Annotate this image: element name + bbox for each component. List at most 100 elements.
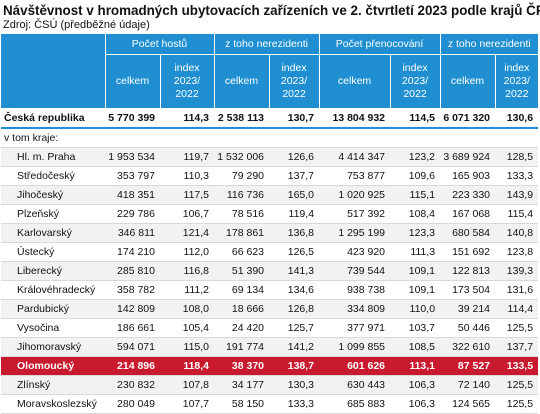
- value-cell: 126,5: [269, 242, 320, 262]
- table-row: Královéhradecký 358 782 111,2 69 134 134,6 93…: [1, 280, 539, 300]
- value-cell: 125,7: [269, 318, 320, 338]
- value-cell: 108,0: [160, 299, 215, 319]
- highlighted-region-row: Olomoucký 214 896 118,4 38 370 138,7 601 626 1…: [1, 356, 539, 376]
- value-cell: 230 832: [105, 375, 160, 395]
- value-cell: 126,6: [269, 147, 320, 167]
- empty-cell: [495, 128, 539, 148]
- value-cell: 377 971: [319, 318, 391, 338]
- row-label: Zlínský: [1, 375, 105, 395]
- value-cell: 126,8: [269, 299, 320, 319]
- value-cell: 2 538 113: [214, 107, 270, 129]
- empty-cell: [105, 128, 160, 148]
- sub-header-row: celkem index 2023/2022 celkem index 2023/2022…: [1, 54, 539, 108]
- value-cell: 134,6: [269, 280, 320, 300]
- value-cell: 358 782: [105, 280, 160, 300]
- value-cell: 1 020 925: [319, 185, 391, 205]
- value-cell: 119,4: [269, 204, 320, 224]
- value-cell: 630 443: [319, 375, 391, 395]
- value-cell: 151 692: [440, 242, 496, 262]
- value-cell: 123,8: [495, 242, 539, 262]
- value-cell: 167 068: [440, 204, 496, 224]
- value-cell: 753 877: [319, 166, 391, 186]
- value-cell: 5 770 399: [105, 107, 160, 129]
- value-cell: 39 214: [440, 299, 496, 319]
- value-cell: 128,5: [495, 147, 539, 167]
- subheader-total: celkem: [439, 54, 496, 108]
- group-header: Počet hostů: [104, 34, 215, 55]
- value-cell: 115,4: [495, 204, 539, 224]
- row-label: Jihomoravský: [1, 337, 105, 357]
- value-cell: 601 626: [319, 356, 391, 376]
- value-cell: 79 290: [214, 166, 270, 186]
- value-cell: 109,6: [390, 166, 441, 186]
- value-cell: 346 811: [105, 223, 160, 243]
- row-label: Vysočina: [1, 318, 105, 338]
- subheader-index: index 2023/2022: [494, 54, 539, 108]
- value-cell: 165,0: [269, 185, 320, 205]
- value-cell: 123,3: [390, 223, 441, 243]
- value-cell: 130,6: [495, 107, 539, 129]
- value-cell: 418 351: [105, 185, 160, 205]
- value-cell: 118,4: [160, 356, 215, 376]
- value-cell: 594 071: [105, 337, 160, 357]
- value-cell: 141,3: [269, 261, 320, 281]
- row-label: Jihočeský: [1, 185, 105, 205]
- value-cell: 685 883: [319, 394, 391, 414]
- table-row: Jihočeský 418 351 117,5 116 736 165,0 1 020 9…: [1, 185, 539, 205]
- subheader-total: celkem: [104, 54, 160, 108]
- row-label: Ústecký: [1, 242, 105, 262]
- subheader-total: celkem: [213, 54, 270, 108]
- value-cell: 143,9: [495, 185, 539, 205]
- group-header: z toho nerezidenti: [439, 34, 539, 55]
- value-cell: 107,8: [160, 375, 215, 395]
- value-cell: 517 392: [319, 204, 391, 224]
- value-cell: 285 810: [105, 261, 160, 281]
- value-cell: 72 140: [440, 375, 496, 395]
- table-row: Pardubický 142 809 108,0 18 666 126,8 334 809…: [1, 299, 539, 319]
- row-label: Česká republika: [1, 107, 105, 129]
- total-row: Česká republika 5 770 399 114,3 2 538 113 13…: [1, 107, 539, 129]
- value-cell: 191 774: [214, 337, 270, 357]
- row-label: Liberecký: [1, 261, 105, 281]
- empty-cell: [319, 128, 391, 148]
- table-row: Liberecký 285 810 116,8 51 390 141,3 739 544 1…: [1, 261, 539, 281]
- value-cell: 4 414 347: [319, 147, 391, 167]
- subheader-index: index 2023/2022: [159, 54, 215, 108]
- source-note: Zdroj: ČSÚ (předběžné údaje): [3, 19, 150, 31]
- value-cell: 106,3: [390, 394, 441, 414]
- value-cell: 103,7: [390, 318, 441, 338]
- empty-cell: [214, 128, 270, 148]
- value-cell: 116 736: [214, 185, 270, 205]
- value-cell: 34 177: [214, 375, 270, 395]
- value-cell: 111,2: [160, 280, 215, 300]
- value-cell: 106,7: [160, 204, 215, 224]
- value-cell: 115,1: [390, 185, 441, 205]
- corner-cell: [1, 34, 105, 55]
- value-cell: 165 903: [440, 166, 496, 186]
- empty-cell: [390, 128, 441, 148]
- value-cell: 137,7: [495, 337, 539, 357]
- value-cell: 1 532 006: [214, 147, 270, 167]
- value-cell: 24 420: [214, 318, 270, 338]
- value-cell: 178 861: [214, 223, 270, 243]
- table-row: Zlínský 230 832 107,8 34 177 130,3 630 443 106…: [1, 375, 539, 395]
- data-table: Počet hostů z toho nerezidenti Počet pře…: [1, 34, 539, 414]
- value-cell: 214 896: [105, 356, 160, 376]
- row-label: Pardubický: [1, 299, 105, 319]
- value-cell: 131,6: [495, 280, 539, 300]
- value-cell: 109,1: [390, 261, 441, 281]
- table-row: Karlovarský 346 811 121,4 178 861 136,8 1 295…: [1, 223, 539, 243]
- value-cell: 3 689 924: [440, 147, 496, 167]
- table-row: Plzeňský 229 786 106,7 78 516 119,4 517 392 10…: [1, 204, 539, 224]
- value-cell: 110,0: [390, 299, 441, 319]
- corner-cell: [1, 54, 105, 108]
- table-row: Středočeský 353 797 110,3 79 290 137,7 753 87…: [1, 166, 539, 186]
- value-cell: 141,2: [269, 337, 320, 357]
- value-cell: 106,3: [390, 375, 441, 395]
- value-cell: 938 738: [319, 280, 391, 300]
- value-cell: 125,5: [495, 394, 539, 414]
- value-cell: 140,8: [495, 223, 539, 243]
- value-cell: 66 623: [214, 242, 270, 262]
- value-cell: 78 516: [214, 204, 270, 224]
- value-cell: 1 295 199: [319, 223, 391, 243]
